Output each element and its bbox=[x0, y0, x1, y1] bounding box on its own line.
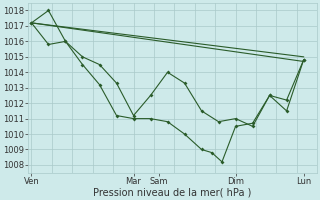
X-axis label: Pression niveau de la mer( hPa ): Pression niveau de la mer( hPa ) bbox=[93, 187, 252, 197]
